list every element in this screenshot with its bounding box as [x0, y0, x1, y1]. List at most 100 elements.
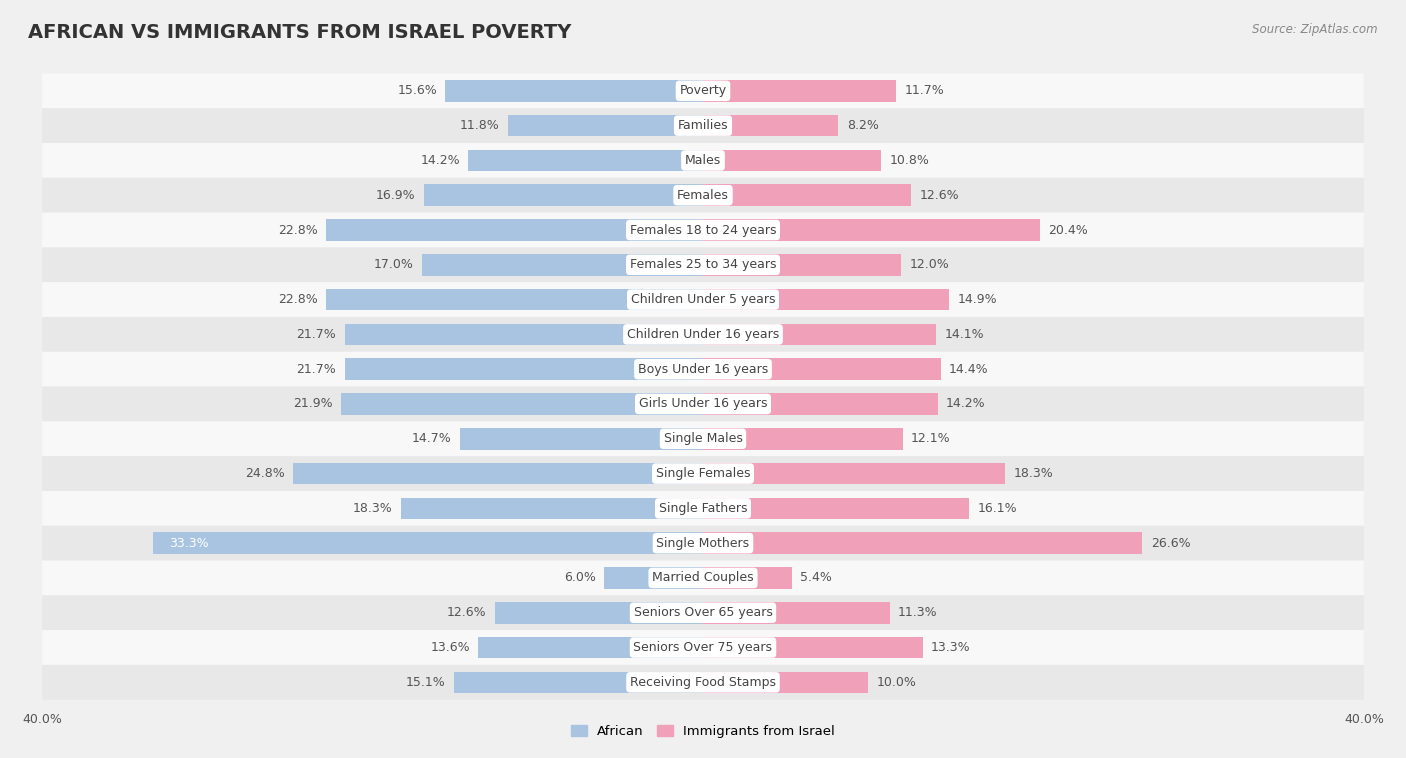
Text: 21.7%: 21.7% [297, 328, 336, 341]
Text: AFRICAN VS IMMIGRANTS FROM ISRAEL POVERTY: AFRICAN VS IMMIGRANTS FROM ISRAEL POVERT… [28, 23, 571, 42]
Text: 18.3%: 18.3% [1014, 467, 1053, 480]
Text: Females 25 to 34 years: Females 25 to 34 years [630, 258, 776, 271]
Text: 14.4%: 14.4% [949, 362, 988, 376]
Bar [326, 219, 703, 241]
Text: Males: Males [685, 154, 721, 167]
Text: Girls Under 16 years: Girls Under 16 years [638, 397, 768, 411]
Text: 10.8%: 10.8% [890, 154, 929, 167]
Text: 11.8%: 11.8% [460, 119, 499, 132]
Bar [703, 184, 911, 206]
Bar [468, 149, 703, 171]
Bar [344, 359, 703, 380]
Text: Families: Families [678, 119, 728, 132]
Text: 12.6%: 12.6% [447, 606, 486, 619]
Bar [446, 80, 703, 102]
Text: Receiving Food Stamps: Receiving Food Stamps [630, 676, 776, 689]
Text: Single Males: Single Males [664, 432, 742, 445]
Bar [703, 497, 969, 519]
Text: Poverty: Poverty [679, 84, 727, 97]
Text: Females 18 to 24 years: Females 18 to 24 years [630, 224, 776, 236]
Text: Single Females: Single Females [655, 467, 751, 480]
FancyBboxPatch shape [42, 74, 1364, 108]
Text: 14.1%: 14.1% [945, 328, 984, 341]
FancyBboxPatch shape [42, 247, 1364, 282]
Text: 8.2%: 8.2% [846, 119, 879, 132]
Bar [703, 428, 903, 449]
Text: 13.6%: 13.6% [430, 641, 470, 654]
Bar [703, 80, 896, 102]
Text: 15.1%: 15.1% [405, 676, 446, 689]
Bar [703, 393, 938, 415]
FancyBboxPatch shape [42, 317, 1364, 352]
FancyBboxPatch shape [42, 561, 1364, 595]
Text: 11.3%: 11.3% [898, 606, 938, 619]
Bar [605, 567, 703, 589]
Bar [703, 254, 901, 276]
Text: 21.7%: 21.7% [297, 362, 336, 376]
Text: 14.2%: 14.2% [420, 154, 460, 167]
FancyBboxPatch shape [42, 178, 1364, 212]
Text: Source: ZipAtlas.com: Source: ZipAtlas.com [1253, 23, 1378, 36]
Bar [703, 463, 1005, 484]
Text: 16.9%: 16.9% [375, 189, 416, 202]
Bar [495, 602, 703, 624]
Text: 26.6%: 26.6% [1150, 537, 1191, 550]
Text: 20.4%: 20.4% [1049, 224, 1088, 236]
FancyBboxPatch shape [42, 108, 1364, 143]
Bar [703, 324, 936, 345]
Bar [703, 532, 1143, 554]
Legend: African, Immigrants from Israel: African, Immigrants from Israel [565, 719, 841, 743]
Bar [401, 497, 703, 519]
Bar [342, 393, 703, 415]
Bar [703, 115, 838, 136]
Bar [153, 532, 703, 554]
Text: 18.3%: 18.3% [353, 502, 392, 515]
Text: Seniors Over 65 years: Seniors Over 65 years [634, 606, 772, 619]
Bar [478, 637, 703, 658]
Bar [703, 219, 1040, 241]
Text: Children Under 16 years: Children Under 16 years [627, 328, 779, 341]
Bar [454, 672, 703, 693]
Text: 14.9%: 14.9% [957, 293, 997, 306]
Text: 22.8%: 22.8% [278, 224, 318, 236]
FancyBboxPatch shape [42, 212, 1364, 247]
Text: 10.0%: 10.0% [876, 676, 917, 689]
FancyBboxPatch shape [42, 665, 1364, 700]
FancyBboxPatch shape [42, 630, 1364, 665]
Text: 22.8%: 22.8% [278, 293, 318, 306]
Bar [703, 672, 868, 693]
Bar [703, 289, 949, 310]
FancyBboxPatch shape [42, 387, 1364, 421]
Text: 33.3%: 33.3% [169, 537, 209, 550]
Bar [703, 637, 922, 658]
Text: 5.4%: 5.4% [800, 572, 832, 584]
Text: Seniors Over 75 years: Seniors Over 75 years [634, 641, 772, 654]
Bar [703, 567, 792, 589]
Text: 16.1%: 16.1% [977, 502, 1017, 515]
Text: 14.2%: 14.2% [946, 397, 986, 411]
Bar [703, 149, 882, 171]
Bar [460, 428, 703, 449]
Bar [423, 184, 703, 206]
Text: 24.8%: 24.8% [245, 467, 285, 480]
Bar [508, 115, 703, 136]
Text: Females: Females [678, 189, 728, 202]
Text: Married Couples: Married Couples [652, 572, 754, 584]
Text: 21.9%: 21.9% [294, 397, 333, 411]
FancyBboxPatch shape [42, 526, 1364, 561]
Bar [703, 602, 890, 624]
Text: 15.6%: 15.6% [398, 84, 437, 97]
Text: 17.0%: 17.0% [374, 258, 413, 271]
Text: Boys Under 16 years: Boys Under 16 years [638, 362, 768, 376]
Text: 11.7%: 11.7% [904, 84, 945, 97]
Text: 14.7%: 14.7% [412, 432, 451, 445]
Text: 12.0%: 12.0% [910, 258, 949, 271]
Text: Single Fathers: Single Fathers [659, 502, 747, 515]
Text: 6.0%: 6.0% [564, 572, 596, 584]
FancyBboxPatch shape [42, 421, 1364, 456]
Text: 12.6%: 12.6% [920, 189, 959, 202]
Text: 13.3%: 13.3% [931, 641, 970, 654]
FancyBboxPatch shape [42, 595, 1364, 630]
Text: Children Under 5 years: Children Under 5 years [631, 293, 775, 306]
Bar [294, 463, 703, 484]
